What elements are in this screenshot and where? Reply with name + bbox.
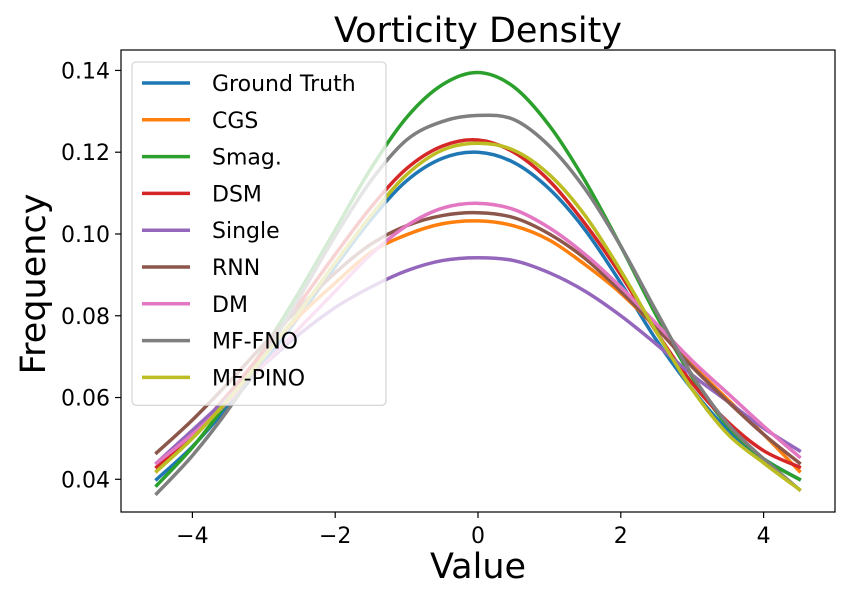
legend: Ground Truth CGS Smag. DSM Single RNN DM MF-FNO…: [131, 61, 387, 406]
x-tick-label: −4: [176, 524, 208, 549]
legend-label: Ground Truth: [212, 72, 356, 97]
x-axis-ticks: −4 −2 0 2 4: [176, 512, 771, 549]
y-tick-label: 0.04: [61, 468, 110, 493]
x-tick-label: −2: [319, 524, 351, 549]
legend-label: RNN: [212, 256, 260, 281]
x-tick-label: 0: [471, 524, 485, 549]
y-axis-ticks: 0.04 0.06 0.08 0.10 0.12 0.14: [61, 59, 121, 493]
legend-label: MF-PINO: [212, 366, 305, 391]
x-tick-label: 2: [614, 524, 628, 549]
x-tick-label: 4: [757, 524, 771, 549]
y-tick-label: 0.08: [61, 305, 110, 330]
legend-label: Smag.: [212, 146, 282, 171]
y-tick-label: 0.10: [61, 223, 110, 248]
y-tick-label: 0.14: [61, 59, 110, 84]
chart-title: Vorticity Density: [334, 11, 622, 51]
legend-label: DSM: [212, 182, 262, 207]
legend-label: DM: [212, 293, 248, 318]
legend-label: Single: [212, 219, 280, 244]
legend-box: [131, 61, 387, 406]
legend-label: MF-FNO: [212, 330, 298, 355]
y-axis-label: Frequency: [14, 194, 54, 375]
legend-label: CGS: [212, 109, 258, 134]
x-axis-label: Value: [430, 547, 526, 587]
y-tick-label: 0.12: [61, 141, 110, 166]
y-tick-label: 0.06: [61, 387, 110, 412]
